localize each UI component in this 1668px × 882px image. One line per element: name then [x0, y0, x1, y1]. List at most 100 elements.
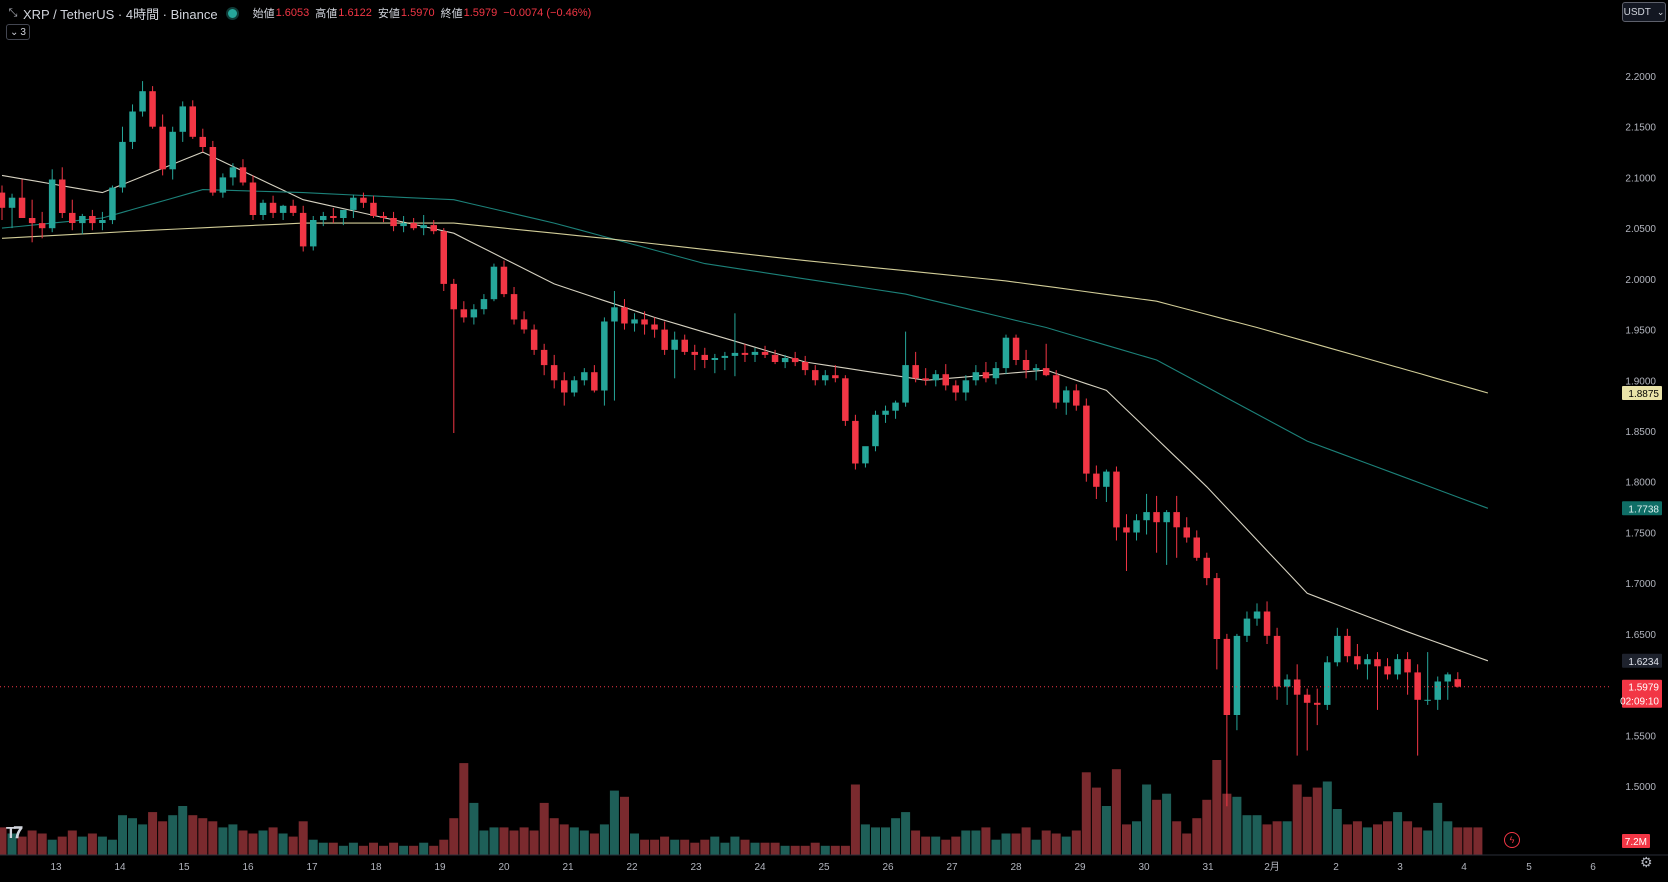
- candle: [530, 324, 538, 355]
- volume-bar: [1011, 833, 1021, 855]
- candle-body: [1203, 557, 1210, 579]
- volume-bar: [198, 818, 208, 855]
- symbol-title[interactable]: XRP / TetherUS · 4時間 · Binance: [23, 6, 218, 22]
- candle-body: [550, 365, 558, 381]
- candle-body: [1042, 368, 1050, 376]
- tradingview-logo-icon[interactable]: T𝟕: [6, 825, 23, 842]
- candle-body: [530, 329, 538, 350]
- y-tick-label: 1.9500: [1625, 326, 1656, 337]
- candle: [591, 365, 598, 393]
- candle-body: [1243, 618, 1251, 636]
- lightning-icon[interactable]: ϟ: [1504, 832, 1520, 848]
- candle: [962, 375, 970, 401]
- candle-body: [902, 365, 909, 403]
- candle: [0, 185, 6, 220]
- candle: [842, 375, 849, 426]
- expand-arrows-icon[interactable]: ⤡: [8, 6, 18, 19]
- x-tick-label: 4: [1461, 862, 1467, 873]
- volume-series: [0, 760, 1483, 855]
- volume-bar: [730, 836, 740, 855]
- y-tick-label: 2.2000: [1625, 72, 1656, 83]
- volume-bar: [7, 833, 17, 855]
- y-tick-label: 1.8000: [1625, 478, 1656, 489]
- candle: [751, 347, 759, 362]
- candle-body: [1303, 694, 1311, 703]
- volume-bar: [820, 845, 830, 855]
- candle: [279, 204, 287, 220]
- volume-bar: [228, 824, 238, 855]
- candle-body: [1394, 659, 1401, 675]
- candle-body: [390, 218, 397, 227]
- candle: [1253, 603, 1261, 626]
- candle-body: [129, 111, 136, 142]
- candle-body: [1073, 390, 1080, 406]
- volume-bar: [77, 836, 87, 855]
- candle-body: [721, 355, 729, 358]
- candle: [771, 349, 779, 365]
- candle: [350, 194, 357, 218]
- candle-body: [79, 216, 86, 224]
- candle: [18, 179, 26, 218]
- candle: [1032, 364, 1040, 381]
- volume-bar: [1413, 827, 1423, 855]
- candle-body: [952, 385, 959, 393]
- candle: [1303, 688, 1311, 751]
- candle-body: [922, 378, 929, 381]
- candle: [731, 313, 739, 377]
- volume-bar: [1031, 839, 1041, 855]
- candle-body: [571, 380, 578, 393]
- volume-bar: [1302, 796, 1312, 855]
- y-tick-label: 1.6500: [1625, 630, 1656, 641]
- volume-bar: [1142, 784, 1152, 855]
- chevron-down-icon: ⌄: [1656, 6, 1665, 17]
- volume-bar: [168, 815, 178, 855]
- volume-bar: [1403, 821, 1413, 855]
- volume-bar: [961, 830, 971, 855]
- candle-body: [942, 374, 949, 386]
- volume-bar: [860, 824, 870, 855]
- market-status-icon[interactable]: [225, 6, 239, 20]
- candle: [1163, 510, 1170, 565]
- volume-bar: [891, 818, 901, 855]
- candle-body: [601, 321, 608, 391]
- candle: [641, 311, 648, 335]
- indicators-collapse-button[interactable]: ⌄ 3: [6, 24, 30, 40]
- candle: [89, 209, 96, 231]
- volume-bar: [298, 821, 308, 855]
- candle-body: [581, 372, 588, 381]
- volume-bar: [278, 833, 288, 855]
- volume-bar: [389, 842, 399, 855]
- candle: [1404, 652, 1411, 695]
- candle: [691, 344, 698, 371]
- candle-body: [832, 375, 839, 379]
- candle: [862, 446, 869, 468]
- candle: [1273, 627, 1281, 700]
- candle-body: [872, 414, 879, 447]
- volume-bar: [680, 839, 690, 855]
- candle: [581, 368, 588, 386]
- candle: [1203, 552, 1210, 586]
- candle: [1093, 465, 1100, 499]
- candle-body: [822, 375, 829, 381]
- candle-body: [1123, 527, 1130, 533]
- ma-mid-price-tag: 1.7738: [1622, 501, 1662, 516]
- candle: [500, 260, 508, 298]
- candle-body: [852, 420, 859, 464]
- x-tick-label: 15: [178, 862, 190, 873]
- currency-selector[interactable]: USDT ⌄: [1622, 2, 1666, 22]
- gear-icon[interactable]: ⚙: [1640, 854, 1653, 870]
- candle-body: [862, 446, 869, 464]
- candle: [1073, 384, 1080, 411]
- volume-bar: [579, 830, 589, 855]
- candle: [1052, 370, 1060, 409]
- candle-body: [1022, 360, 1030, 371]
- volume-bar: [1212, 760, 1222, 855]
- ma-short-price-tag: 1.6234: [1622, 653, 1662, 668]
- candle: [1364, 654, 1371, 680]
- candle-body: [450, 283, 457, 310]
- volume-bar: [911, 830, 921, 855]
- x-tick-label: 16: [242, 862, 254, 873]
- volume-bar: [1443, 821, 1453, 855]
